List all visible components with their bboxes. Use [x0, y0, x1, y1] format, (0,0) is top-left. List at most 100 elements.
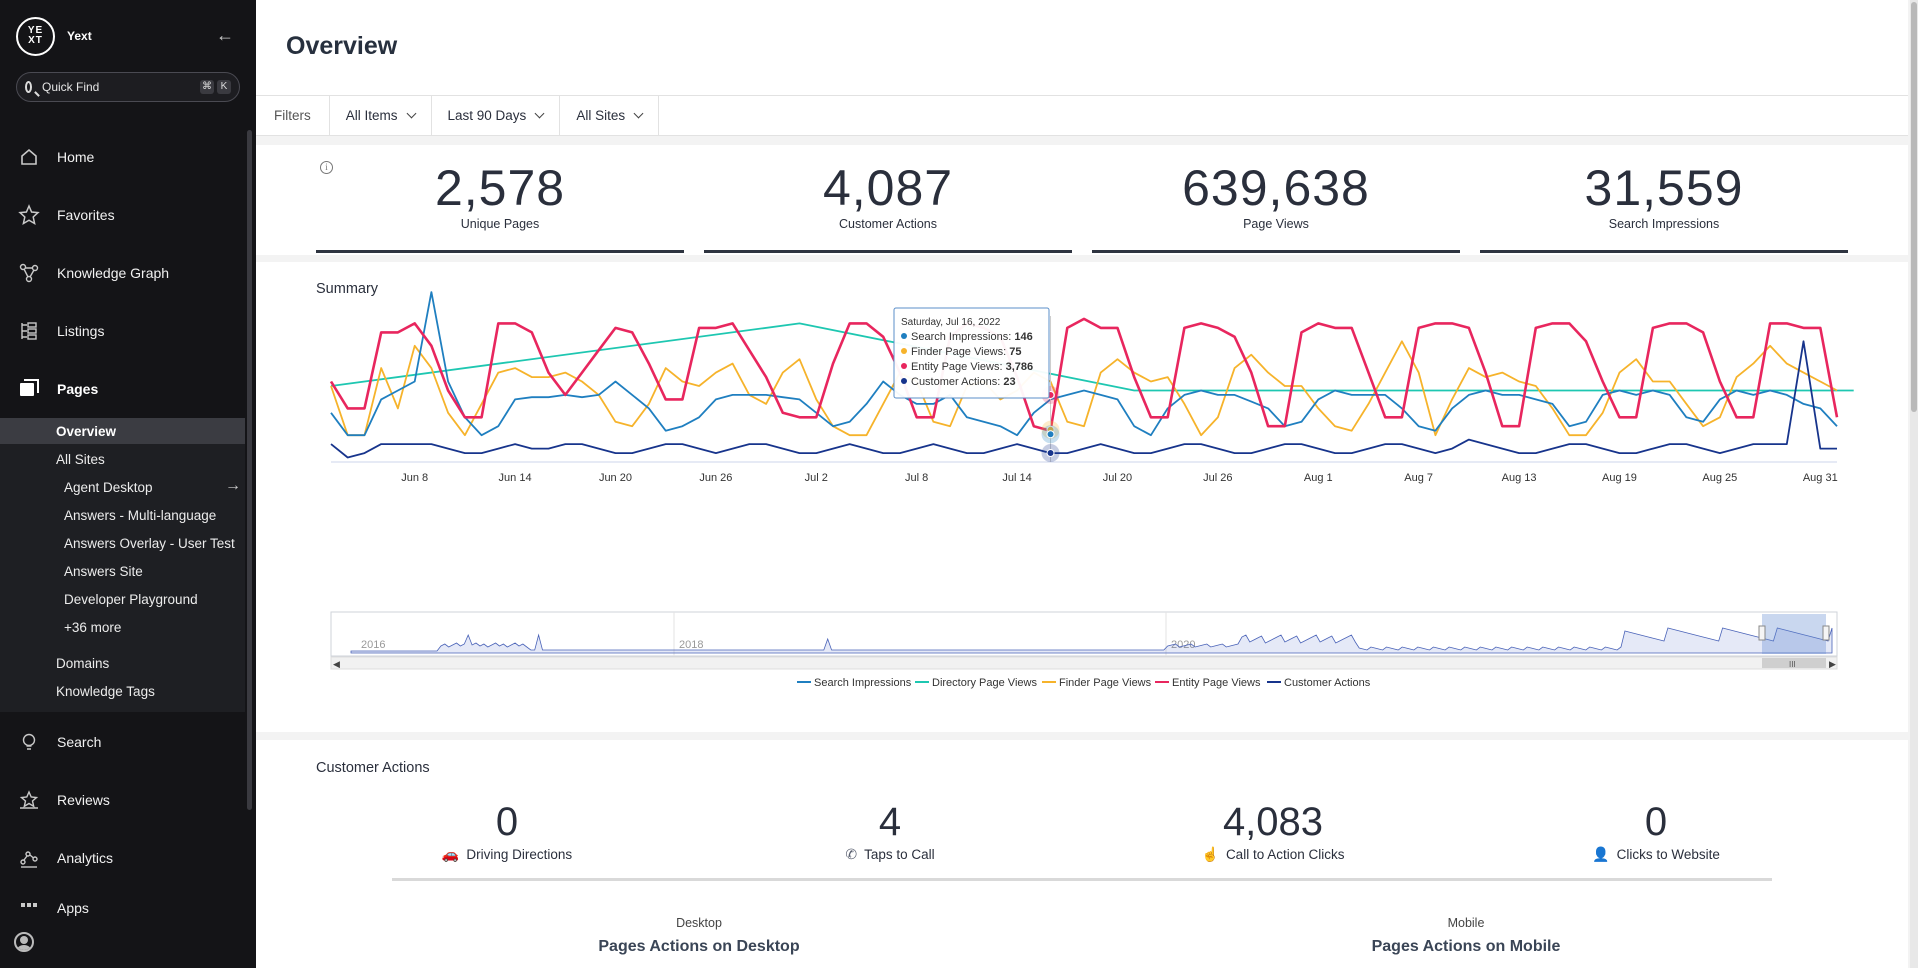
metric-customer-actions[interactable]: 4,087 Customer Actions — [704, 159, 1072, 253]
brand-name: Yext — [67, 29, 92, 43]
metric-value: 2,578 — [434, 160, 566, 216]
page-scrollbar-thumb[interactable] — [1911, 2, 1917, 412]
subnav-item-all-sites[interactable]: All Sites — [56, 451, 105, 467]
page-scrollbar[interactable] — [1910, 0, 1918, 968]
metric-page-views[interactable]: 639,638 Page Views — [1092, 159, 1460, 253]
navigator-year: 2016 — [361, 639, 385, 651]
series-line-search-impressions — [330, 291, 1838, 437]
desktop-title: Pages Actions on Desktop — [598, 938, 800, 955]
nav-item-search[interactable]: Search — [0, 722, 256, 762]
subnav-item-developer-playground[interactable]: Developer Playground — [64, 591, 198, 607]
filter-label: All Sites — [576, 108, 626, 123]
metric-value: 4,087 — [822, 160, 954, 216]
chart-x-axis: Jun 8 Jun 14 Jun 20 Jun 26 Jul 2 Jul 8 Jul 14 J… — [401, 472, 1837, 484]
subnav-item-knowledge-tags[interactable]: Knowledge Tags — [56, 683, 155, 699]
legend-item: Finder Page Views — [1059, 677, 1152, 689]
hover-marker — [1046, 449, 1055, 458]
nav-item-home[interactable]: Home — [0, 137, 256, 177]
nav-item-apps[interactable]: Apps — [0, 896, 256, 916]
subnav-item-more[interactable]: +36 more — [64, 619, 122, 635]
customer-actions-card: Customer Actions 0 🚗 Driving Directions 4… — [256, 740, 1908, 968]
series-line-finder-page-views — [330, 340, 1838, 437]
subnav-item-answers-overlay[interactable]: Answers Overlay - User Test — [64, 535, 235, 551]
tooltip-row-dot — [901, 378, 907, 384]
nav-item-reviews[interactable]: Reviews — [0, 780, 256, 820]
subnav-item-answers-site[interactable]: Answers Site — [64, 563, 143, 579]
nav-item-analytics[interactable]: Analytics — [0, 838, 256, 878]
subnav-item-agent-desktop[interactable]: Agent Desktop → — [0, 474, 245, 500]
nav-label: Analytics — [57, 850, 114, 866]
nav-label: Search — [57, 734, 102, 750]
mobile-title: Pages Actions on Mobile — [1371, 938, 1561, 955]
subnav-item-answers-multi-language[interactable]: Answers - Multi-language — [64, 507, 217, 523]
chevron-down-icon — [534, 108, 545, 119]
summary-card: Summary Jun 8 Jun 14 Jun 20 Jun 26 Jul 2 Jul … — [256, 262, 1908, 732]
filter-date-range[interactable]: Last 90 Days — [432, 96, 561, 135]
nav-label: Home — [57, 149, 95, 165]
subnav-item-overview[interactable]: Overview — [0, 418, 245, 444]
x-tick-label: Aug 31 — [1803, 472, 1838, 484]
nav-item-knowledge-graph[interactable]: Knowledge Graph — [0, 253, 256, 293]
action-value: 0 — [1644, 800, 1668, 844]
x-tick-label: Jul 2 — [805, 472, 828, 484]
chart-legend: Search Impressions Directory Page Views Fi… — [797, 677, 1371, 689]
action-call-to-action-clicks[interactable]: 4,083 ☝ Call to Action Clicks — [1123, 798, 1423, 863]
subnav-item-domains[interactable]: Domains — [56, 655, 110, 671]
analytics-icon — [18, 847, 40, 869]
action-driving-directions[interactable]: 0 🚗 Driving Directions — [357, 798, 657, 863]
sidebar-scrollbar[interactable] — [247, 130, 252, 810]
filter-label: All Items — [345, 108, 398, 123]
nav-item-listings[interactable]: Listings — [0, 311, 256, 351]
filter-all-sites[interactable]: All Sites — [560, 96, 660, 135]
navigator-year: 2020 — [1171, 639, 1195, 651]
action-taps-to-call[interactable]: 4 ✆ Taps to Call — [740, 798, 1040, 863]
nav-item-pages[interactable]: Pages — [0, 369, 256, 409]
x-tick-label: Jun 14 — [499, 472, 532, 484]
series-line-directory-page-views — [330, 322, 1854, 392]
action-clicks-to-website[interactable]: 0 👤 Clicks to Website — [1506, 798, 1806, 863]
quick-find-input[interactable] — [42, 80, 197, 94]
metrics-card: i 2,578 Unique Pages 4,087 Customer Acti… — [256, 145, 1908, 255]
metric-label: Search Impressions — [1608, 217, 1720, 231]
logo-text-top: YE — [27, 25, 44, 36]
chart-plot-area — [329, 291, 1854, 463]
shortcut-key-cmd: ⌘ — [200, 80, 214, 94]
filter-all-items[interactable]: All Items — [330, 96, 432, 135]
lightbulb-icon — [18, 731, 40, 753]
tooltip-row: Entity Page Views: 3,786 — [911, 361, 1033, 373]
filters-label[interactable]: Filters — [256, 96, 330, 135]
tooltip-row: Customer Actions: 23 — [911, 376, 1016, 388]
action-value: 4 — [878, 800, 902, 844]
x-tick-label: Aug 7 — [1404, 472, 1433, 484]
metric-unique-pages[interactable]: 2,578 Unique Pages — [316, 159, 684, 253]
tooltip-row-dot — [901, 363, 907, 369]
x-tick-label: Aug 19 — [1602, 472, 1637, 484]
metric-label: Unique Pages — [460, 217, 540, 231]
x-tick-label: Aug 1 — [1304, 472, 1333, 484]
logo-text-bottom: XT — [28, 35, 43, 46]
navigator-scrollbar — [330, 656, 1838, 670]
nav-label: Pages — [57, 381, 99, 397]
nav-label: Apps — [57, 900, 89, 916]
series-line-entity-page-views — [329, 317, 1839, 432]
listings-icon — [18, 320, 40, 342]
user-avatar-icon[interactable] — [14, 932, 34, 952]
summary-chart[interactable]: Jun 8 Jun 14 Jun 20 Jun 26 Jul 2 Jul 8 Jul 14 J… — [256, 262, 1908, 732]
collapse-sidebar-icon[interactable]: ← — [216, 25, 234, 45]
brand[interactable]: YE XT Yext — [16, 16, 92, 56]
info-icon[interactable]: i — [320, 161, 333, 174]
tooltip-row-dot — [901, 348, 907, 354]
page-title: Overview — [286, 32, 398, 60]
x-tick-label: Jul 14 — [1002, 472, 1031, 484]
tooltip-row: Search Impressions: 146 — [911, 331, 1033, 343]
nav-item-favorites[interactable]: Favorites — [0, 195, 256, 235]
nav-label: Reviews — [57, 792, 110, 808]
tooltip-date: Saturday, Jul 16, 2022 — [901, 317, 1001, 328]
metric-search-impressions[interactable]: 31,559 Search Impressions — [1480, 159, 1848, 253]
quick-find[interactable]: ⌘ K — [16, 72, 240, 102]
x-tick-label: Jul 26 — [1203, 472, 1232, 484]
arrow-right-icon[interactable]: → — [225, 477, 241, 494]
section-divider — [392, 878, 1772, 881]
pages-icon — [18, 378, 40, 400]
tooltip-row-dot — [901, 333, 907, 339]
